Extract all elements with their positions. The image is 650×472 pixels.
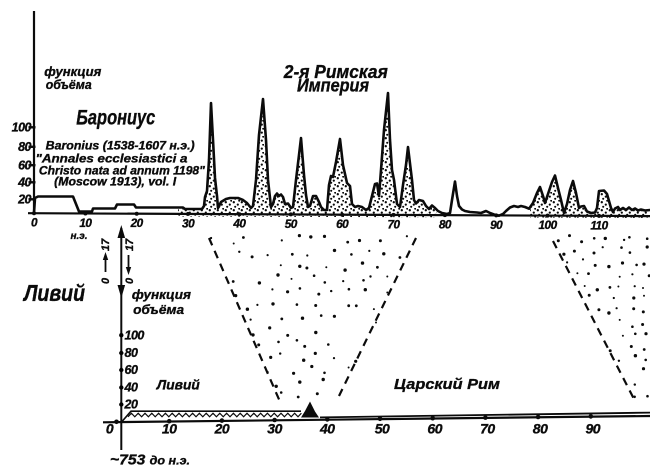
svg-text:70: 70 — [387, 217, 400, 231]
svg-text:80: 80 — [439, 218, 452, 232]
svg-text:30: 30 — [182, 216, 195, 230]
svg-text:Ливий: Ливий — [156, 377, 200, 393]
svg-text:0: 0 — [31, 216, 38, 230]
svg-text:н.э.: н.э. — [70, 231, 87, 242]
svg-text:50: 50 — [285, 217, 298, 231]
svg-text:60: 60 — [125, 363, 138, 377]
svg-text:0: 0 — [124, 277, 136, 284]
svg-text:Baronius (1538-1607 н.э.): Baronius (1538-1607 н.э.) — [46, 141, 195, 153]
svg-text:20: 20 — [124, 398, 138, 412]
svg-text:60: 60 — [18, 158, 31, 172]
svg-text:40: 40 — [232, 217, 246, 231]
svg-text:20: 20 — [214, 421, 230, 437]
svg-text:50: 50 — [375, 421, 390, 437]
svg-text:Ливий: Ливий — [22, 280, 85, 306]
svg-text:объёма: объёма — [133, 302, 184, 317]
svg-text:90: 90 — [490, 218, 503, 232]
svg-text:30: 30 — [267, 421, 282, 437]
svg-text:объёма: объёма — [46, 77, 92, 92]
svg-text:17: 17 — [100, 238, 112, 251]
svg-text:Царский Рим: Царский Рим — [394, 376, 500, 393]
svg-text:0: 0 — [100, 277, 112, 284]
svg-text:(Moscow 1913), vol. I: (Moscow 1913), vol. I — [54, 177, 177, 189]
svg-text:110: 110 — [590, 218, 608, 232]
svg-text:80: 80 — [125, 346, 138, 360]
svg-text:100: 100 — [539, 218, 558, 232]
svg-text:Барониус: Барониус — [76, 107, 155, 130]
svg-text:функция: функция — [132, 287, 191, 302]
svg-text:70: 70 — [480, 421, 495, 437]
svg-text:80: 80 — [18, 140, 31, 154]
svg-text:100: 100 — [12, 121, 32, 135]
svg-text:20: 20 — [17, 193, 31, 207]
svg-text:60: 60 — [336, 217, 349, 231]
svg-text:10: 10 — [79, 216, 92, 230]
svg-text:функция: функция — [44, 64, 101, 79]
svg-text:0: 0 — [106, 421, 114, 437]
svg-text:"Annales ecclesiastici a: "Annales ecclesiastici a — [36, 154, 189, 166]
svg-text:60: 60 — [427, 421, 442, 437]
svg-text:90: 90 — [586, 421, 601, 437]
svg-text:40: 40 — [124, 381, 138, 395]
svg-text:Империя: Империя — [297, 76, 369, 96]
svg-text:~753 до н.э.: ~753 до н.э. — [110, 452, 190, 469]
svg-text:100: 100 — [125, 328, 145, 342]
svg-text:20: 20 — [130, 216, 144, 230]
svg-text:Christo nata ad annum 1198": Christo nata ad annum 1198" — [39, 166, 206, 178]
svg-text:2-я Римская: 2-я Римская — [283, 62, 388, 82]
svg-text:80: 80 — [533, 421, 548, 437]
svg-text:40: 40 — [319, 421, 335, 437]
svg-text:17: 17 — [124, 238, 136, 251]
svg-text:40: 40 — [17, 176, 31, 190]
svg-text:10: 10 — [162, 421, 177, 437]
